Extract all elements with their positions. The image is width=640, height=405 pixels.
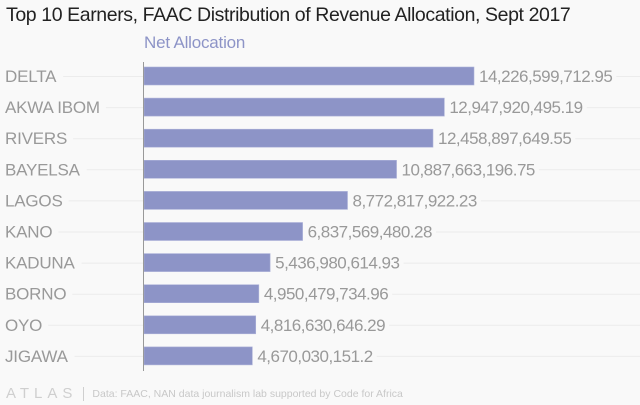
category-label: KADUNA <box>5 254 76 273</box>
bar-rivers <box>143 128 434 148</box>
label-mask <box>0 75 64 78</box>
value-label: 4,950,479,734.96 <box>264 285 388 304</box>
value-label: 12,947,920,495.19 <box>449 98 582 117</box>
label-mask <box>0 354 75 358</box>
footer-separator <box>83 386 85 401</box>
value-label: 12,458,897,649.55 <box>438 129 571 148</box>
value-label: 8,772,817,922.23 <box>352 191 476 210</box>
grid-lines <box>0 75 640 358</box>
value-label: 14,226,599,712.95 <box>479 67 612 86</box>
category-label: BORNO <box>5 285 66 304</box>
value-mask <box>432 137 576 141</box>
label-mask <box>0 199 69 203</box>
bar-oyo <box>143 315 257 335</box>
label-mask <box>0 137 74 141</box>
legend-net-allocation: Net Allocation <box>144 33 246 52</box>
label-mask <box>0 292 73 296</box>
value-mask <box>396 168 539 172</box>
value-label: 10,887,663,196.75 <box>402 160 535 179</box>
category-label: JIGAWA <box>5 347 69 366</box>
category-label: AKWA IBOM <box>5 98 100 117</box>
label-mask <box>0 106 106 110</box>
value-mask <box>302 230 436 234</box>
category-label: DELTA <box>5 67 57 86</box>
category-label: RIVERS <box>5 129 67 148</box>
bar-borno <box>143 284 260 304</box>
category-label: LAGOS <box>5 191 63 210</box>
category-label: BAYELSA <box>5 160 81 179</box>
value-mask <box>474 75 617 78</box>
bar-bayelsa <box>143 160 397 179</box>
label-mask <box>0 323 49 327</box>
atlas-logo: ATLAS <box>6 385 78 402</box>
category-label: OYO <box>5 316 42 335</box>
labels: DELTA 14,226,599,712.95 AKWA IBOM 12,947,92… <box>5 67 613 366</box>
value-label: 4,816,630,646.29 <box>261 316 385 335</box>
chart-title: Top 10 Earners, FAAC Distribution of Rev… <box>6 4 571 26</box>
footer: ATLAS Data: FAAC, NAN data journalism la… <box>6 385 403 402</box>
bar-akwa-ibom <box>143 97 445 117</box>
value-mask <box>255 323 390 327</box>
bars <box>143 66 475 366</box>
value-mask <box>347 199 481 203</box>
bar-jigawa <box>143 346 253 366</box>
bar-kano <box>143 222 303 241</box>
value-mask <box>252 354 377 358</box>
value-label: 4,670,030,151.2 <box>257 347 372 366</box>
value-mask <box>270 261 404 265</box>
bar-delta <box>143 66 475 86</box>
value-mask <box>444 106 587 110</box>
value-mask <box>258 292 393 296</box>
label-mask <box>0 261 82 265</box>
bar-kaduna <box>143 253 271 272</box>
bar-lagos <box>143 191 348 210</box>
source-note: Data: FAAC, NAN data journalism lab supp… <box>92 387 403 400</box>
value-label: 5,436,980,614.93 <box>275 254 399 273</box>
value-label: 6,837,569,480.28 <box>308 223 432 242</box>
category-label: KANO <box>5 223 52 242</box>
label-mask <box>0 230 59 234</box>
label-mask <box>0 168 87 172</box>
